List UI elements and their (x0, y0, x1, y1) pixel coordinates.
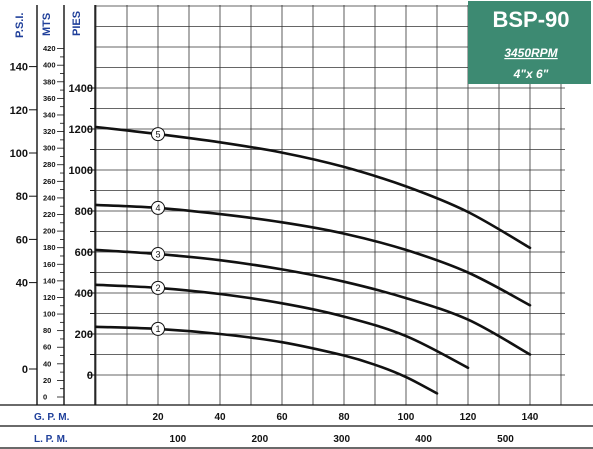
curve-marker-1 (151, 321, 165, 336)
lpm-tick-label: 400 (415, 434, 432, 445)
lpm-tick-label: 500 (497, 434, 514, 445)
curve-marker-3 (151, 247, 165, 262)
mts-tick-label: 340 (43, 110, 56, 119)
mts-tick-label: 420 (43, 44, 56, 53)
psi-tick-label: 140 (10, 62, 28, 74)
gpm-tick-label: 100 (398, 412, 415, 423)
curve-label-2: 2 (155, 283, 160, 293)
psi-tick-label: 0 (22, 364, 28, 376)
performance-curve-5 (94, 125, 532, 250)
gpm-tick-label: 80 (338, 412, 350, 423)
curve-label-5: 5 (155, 129, 160, 139)
performance-curve-4 (94, 203, 532, 307)
mts-tick-label: 380 (43, 77, 56, 86)
gpm-tick-label: 120 (460, 412, 477, 423)
pies-tick-label: 1200 (69, 124, 93, 136)
curve-label-1: 1 (155, 324, 160, 334)
mts-tick-label: 40 (43, 359, 51, 368)
performance-curve-3 (94, 248, 532, 356)
chart-title: BSP-90 (492, 7, 569, 32)
mts-tick-label: 280 (43, 160, 56, 169)
mts-tick-label: 220 (43, 210, 56, 219)
mts-tick-label: 320 (43, 127, 56, 136)
mts-tick-label: 140 (43, 276, 56, 285)
mts-tick-label: 160 (43, 260, 56, 269)
model-box-background (468, 1, 591, 84)
pies-tick-label: 600 (75, 247, 93, 259)
mts-tick-label: 360 (43, 94, 56, 103)
model-box: BSP-90 3450RPM 4"x 6" (468, 1, 591, 84)
gpm-axis-title: G. P. M. (34, 412, 70, 423)
gpm-tick-label: 40 (214, 412, 226, 423)
lpm-tick-label: 200 (251, 434, 268, 445)
size-label: 4"x 6" (513, 67, 549, 81)
psi-tick-label: 60 (16, 234, 28, 246)
mts-tick-label: 200 (43, 227, 56, 236)
psi-tick-label: 100 (10, 148, 28, 160)
gpm-tick-label: 20 (152, 412, 164, 423)
mts-tick-label: 60 (43, 343, 51, 352)
psi-axis-title: P.S.I. (14, 13, 26, 38)
mts-tick-label: 240 (43, 193, 56, 202)
gpm-tick-label: 140 (522, 412, 539, 423)
curve-marker-4 (151, 200, 165, 215)
mts-tick-label: 100 (43, 310, 56, 319)
pies-tick-label: 0 (87, 370, 93, 382)
lpm-axis-title: L. P. M. (34, 434, 68, 445)
pies-axis-title: PIES (71, 11, 83, 36)
curve-label-3: 3 (155, 249, 160, 259)
psi-tick-label: 120 (10, 105, 28, 117)
pies-tick-label: 400 (75, 288, 93, 300)
pies-tick-label: 1000 (69, 165, 93, 177)
pies-tick-label: 200 (75, 329, 93, 341)
mts-tick-label: 180 (43, 243, 56, 252)
rpm-label: 3450RPM (504, 46, 558, 60)
gpm-tick-label: 60 (276, 412, 288, 423)
pies-tick-label: 1400 (69, 83, 93, 95)
chart-curves: 1 2 3 4 5 (94, 125, 532, 395)
mts-axis-title: MTS (41, 13, 53, 36)
psi-tick-label: 40 (16, 278, 28, 290)
curve-marker-5 (151, 127, 165, 142)
chart-axes: P.S.I. MTS PIES140120100806040042040038036… (0, 5, 593, 449)
lpm-tick-label: 300 (333, 434, 350, 445)
mts-tick-label: 120 (43, 293, 56, 302)
mts-tick-label: 80 (43, 326, 51, 335)
pies-tick-label: 800 (75, 206, 93, 218)
mts-tick-label: 20 (43, 376, 51, 385)
curve-label-4: 4 (155, 203, 160, 213)
curve-marker-2 (151, 280, 165, 295)
mts-tick-label: 260 (43, 177, 56, 186)
lpm-tick-label: 100 (170, 434, 187, 445)
mts-tick-label: 300 (43, 144, 56, 153)
mts-tick-label: 400 (43, 61, 56, 70)
mts-tick-label: 0 (43, 393, 47, 402)
psi-tick-label: 80 (16, 191, 28, 203)
